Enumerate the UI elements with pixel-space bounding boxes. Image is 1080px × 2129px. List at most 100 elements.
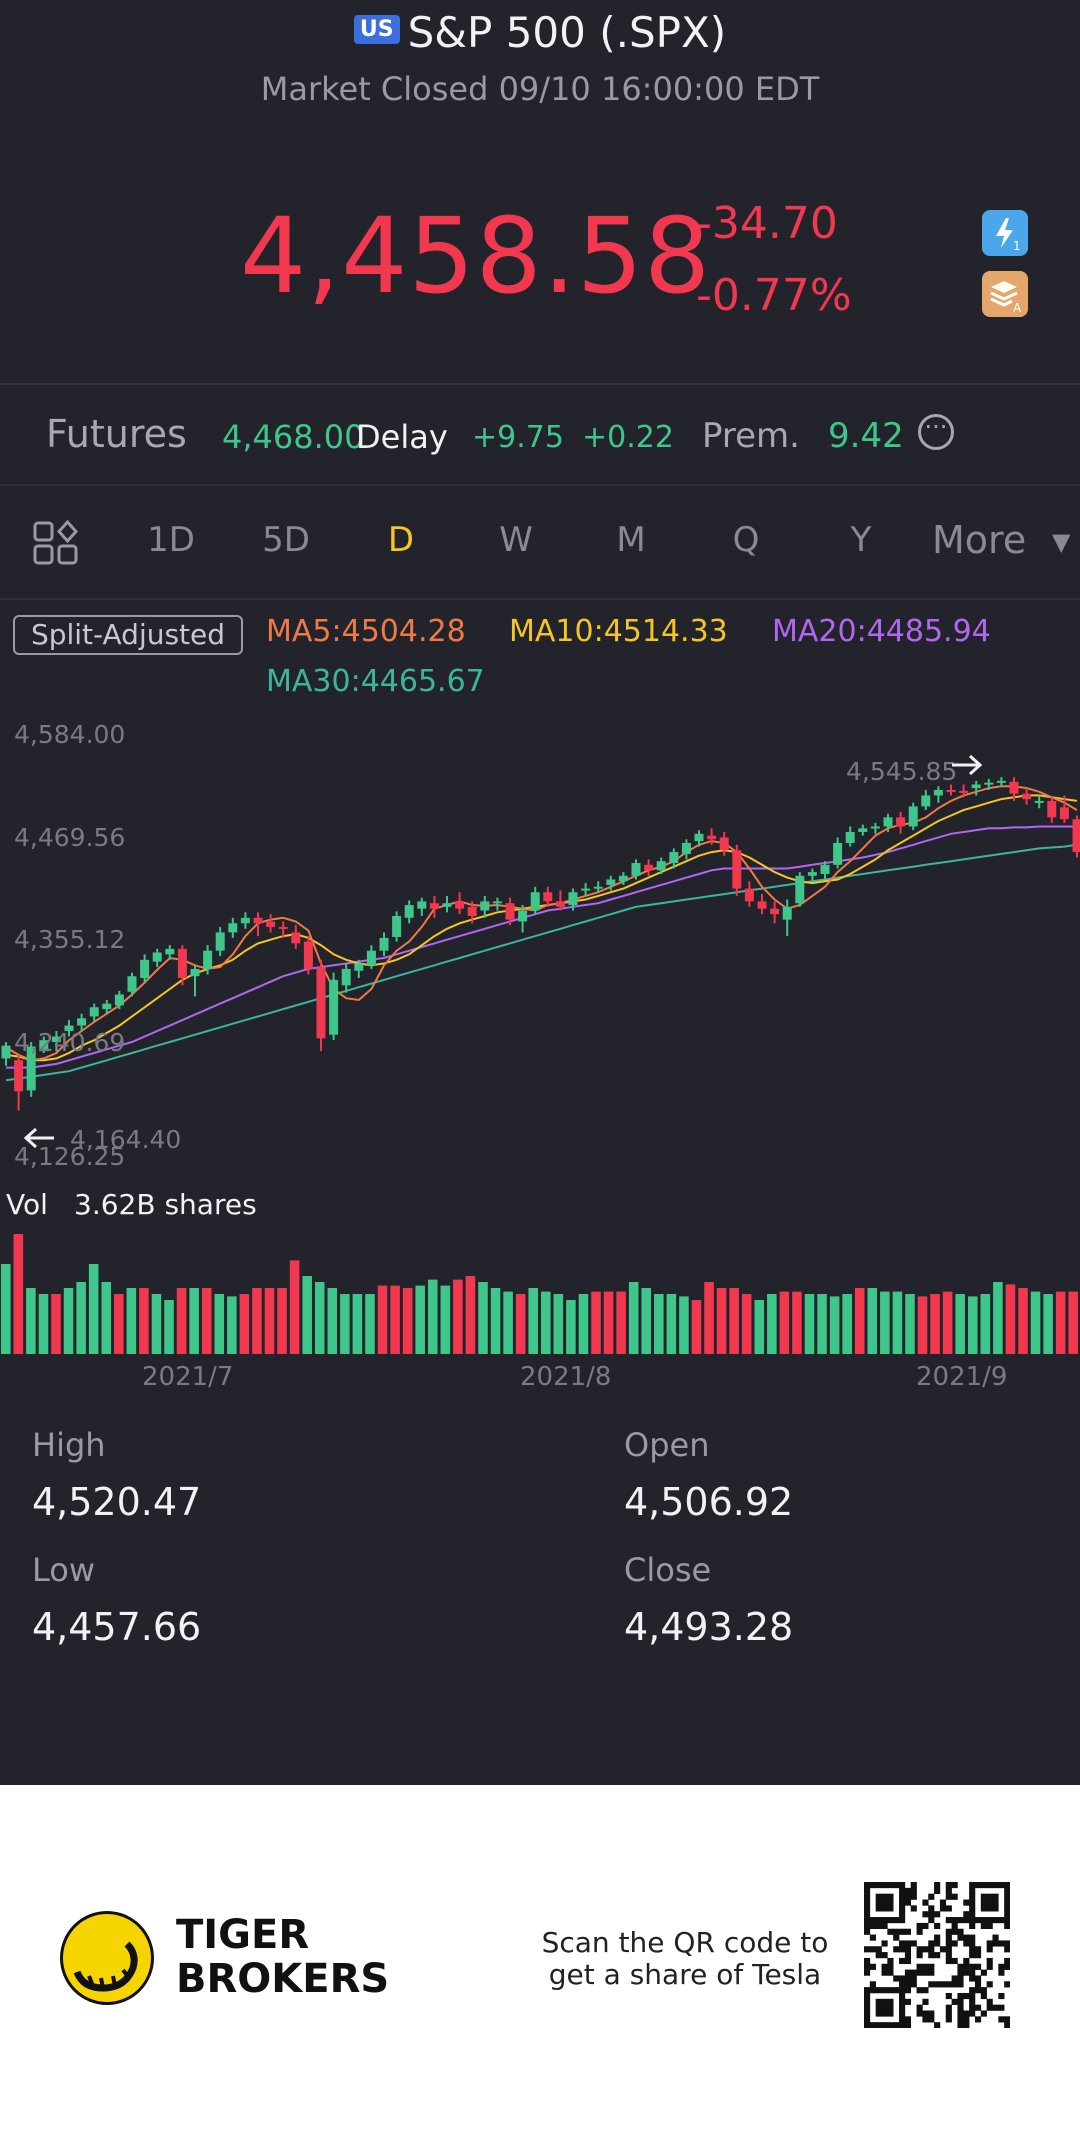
last-price: 4,458.58: [240, 195, 712, 317]
high-value: 4,520.47: [32, 1480, 202, 1524]
candle: [1034, 795, 1044, 809]
tab-more[interactable]: More: [932, 518, 1027, 562]
futures-delay: Delay: [356, 418, 448, 456]
candle: [1, 1041, 11, 1066]
caret-down-icon[interactable]: ▼: [1052, 528, 1071, 556]
svg-text:A: A: [1013, 301, 1022, 315]
candle: [631, 859, 641, 880]
volume-bar: [277, 1288, 287, 1354]
volume-bar: [490, 1288, 501, 1354]
ma5-legend: MA5:4504.28: [266, 614, 466, 649]
candle: [744, 881, 754, 907]
candle: [757, 894, 767, 915]
volume-bar: [804, 1294, 815, 1354]
min-marker-label: 4,164.40: [70, 1125, 181, 1154]
volume-bar: [854, 1288, 865, 1354]
candle: [505, 897, 515, 926]
ma20-legend: MA20:4485.94: [772, 614, 991, 649]
volume-bar: [691, 1300, 702, 1354]
layers-a-icon[interactable]: A: [982, 271, 1028, 317]
candle: [946, 784, 956, 796]
candle: [329, 972, 339, 1041]
volume-bar: [591, 1291, 601, 1354]
candle: [1047, 797, 1057, 823]
close-label: Close: [624, 1551, 712, 1589]
volume-bar: [553, 1294, 564, 1354]
volume-bar: [189, 1288, 199, 1354]
more-circle-icon[interactable]: ···: [918, 414, 954, 450]
x-tick-label: 2021/8: [520, 1362, 612, 1392]
volume-bar: [1043, 1294, 1053, 1354]
candle: [518, 905, 528, 933]
ma10-line: [5, 794, 1078, 1062]
volume-bar: [327, 1288, 338, 1354]
tiger-logo-icon: [60, 1911, 154, 2005]
ma30-legend: MA30:4465.67: [266, 664, 485, 699]
volume-bar: [465, 1276, 476, 1354]
candle: [593, 881, 603, 893]
candle: [228, 917, 238, 938]
max-marker-label: 4,545.85: [846, 757, 957, 786]
ma10-legend: MA10:4514.33: [509, 614, 728, 649]
candle: [1022, 788, 1032, 805]
volume-bar: [402, 1288, 413, 1354]
volume-bar: [905, 1294, 915, 1354]
candle: [379, 932, 389, 957]
candle: [707, 828, 717, 845]
candle: [669, 848, 679, 869]
tab-weekly[interactable]: W: [499, 520, 533, 560]
volume-bar: [1030, 1291, 1041, 1354]
candle: [190, 965, 200, 997]
candlestick-chart[interactable]: 4,584.00 4,469.56 4,355.12 4,240.69 4,12…: [0, 720, 1080, 1180]
volume-bar: [51, 1294, 61, 1354]
x-tick-label: 2021/7: [142, 1362, 234, 1392]
svg-text:1: 1: [1013, 239, 1021, 253]
tab-monthly[interactable]: M: [616, 520, 646, 560]
divider: [0, 598, 1080, 600]
tab-1d[interactable]: 1D: [147, 520, 195, 560]
premium-value: 9.42: [828, 416, 904, 456]
volume-bar: [892, 1291, 903, 1354]
volume-bar: [829, 1296, 840, 1354]
candle: [883, 813, 893, 832]
tab-daily[interactable]: D: [387, 520, 415, 560]
market-status: Market Closed 09/10 16:00:00 EDT: [260, 70, 820, 108]
candle: [719, 831, 729, 856]
volume-bar: [817, 1294, 827, 1354]
candle: [795, 872, 805, 907]
tab-5d[interactable]: 5D: [262, 520, 310, 560]
candle: [114, 990, 124, 1010]
volume-bar: [679, 1296, 689, 1354]
candle: [933, 786, 943, 803]
candle: [555, 890, 565, 911]
y-tick-label: 4,355.12: [14, 925, 125, 954]
volume-bar: [515, 1294, 526, 1354]
volume-bar: [453, 1279, 463, 1354]
divider: [0, 484, 1080, 486]
volume-bar: [377, 1285, 388, 1354]
candle: [492, 897, 502, 911]
volume-bar: [930, 1294, 940, 1354]
candle: [442, 895, 452, 913]
volume-bar: [528, 1288, 538, 1354]
candle: [984, 779, 994, 790]
volume-bar: [176, 1288, 187, 1354]
candle: [820, 861, 830, 880]
candle: [1072, 815, 1080, 858]
volume-value: 3.62B shares: [74, 1188, 257, 1221]
promo-footer: [0, 1785, 1080, 2129]
promo-text: get a share of Tesla: [548, 1958, 822, 1991]
volume-bar: [1, 1264, 11, 1354]
volume-bar: [1005, 1284, 1016, 1354]
tab-quarterly[interactable]: Q: [732, 520, 760, 560]
candle: [203, 945, 213, 975]
grid-layout-icon[interactable]: [32, 519, 80, 566]
tab-yearly[interactable]: Y: [850, 520, 872, 560]
flash-1-icon[interactable]: 1: [982, 210, 1028, 256]
open-value: 4,506.92: [624, 1480, 794, 1524]
volume-chart[interactable]: [0, 1230, 1080, 1354]
candle: [996, 777, 1006, 787]
volume-bar: [779, 1291, 790, 1354]
split-adjusted-button[interactable]: Split-Adjusted: [13, 615, 243, 655]
volume-bar: [754, 1300, 765, 1354]
